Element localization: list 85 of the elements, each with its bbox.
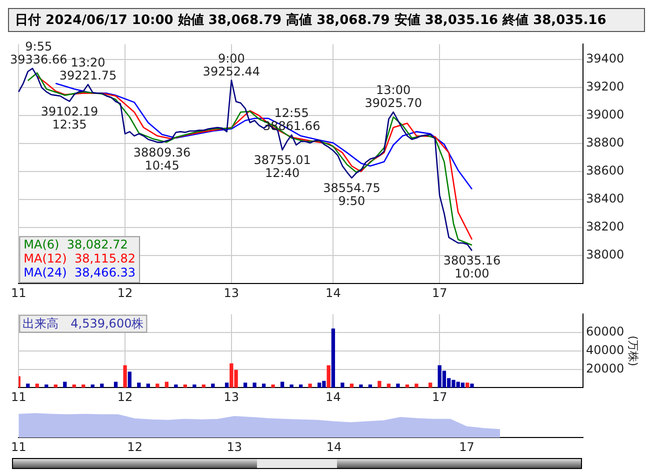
x-tick-label: 13	[226, 440, 242, 454]
x-tick-label: 14	[326, 440, 342, 454]
x-tick-label: 11	[10, 440, 26, 454]
x-tick-label: 12	[117, 390, 133, 404]
x-tick-label: 12	[127, 440, 142, 454]
x-tick-label: 17	[432, 286, 448, 300]
bar	[114, 382, 118, 388]
bar	[63, 382, 67, 388]
bar	[35, 384, 39, 388]
y-tick-label: 39400	[586, 52, 624, 66]
annotation: 9:55 39336.66	[10, 39, 68, 66]
text: MA(12) 38,115.82	[24, 252, 136, 266]
bar	[368, 384, 372, 388]
bar	[183, 384, 187, 388]
bar	[156, 384, 160, 388]
bar	[378, 380, 382, 388]
annotation: 13:00 39025.70	[364, 83, 422, 110]
bar	[128, 372, 132, 388]
y-tick-label: 60000	[586, 324, 624, 339]
y-tick-label: 39200	[586, 80, 624, 94]
bar	[137, 382, 141, 388]
annotation: 38035.16 10:00	[443, 254, 501, 281]
bar	[100, 384, 104, 388]
bar	[460, 382, 465, 388]
bar	[72, 384, 76, 388]
bar	[123, 365, 127, 388]
x-tick-label: 12	[117, 286, 133, 300]
bar	[146, 384, 150, 388]
bar	[202, 384, 206, 388]
bar	[350, 384, 354, 388]
y-tick-label: 39000	[586, 108, 624, 122]
bar	[280, 382, 284, 388]
bar	[54, 384, 58, 388]
bar	[211, 384, 215, 388]
bar	[44, 384, 48, 388]
bar	[396, 384, 400, 388]
bar	[290, 384, 294, 388]
bar	[224, 382, 229, 388]
bar	[26, 384, 30, 388]
x-tick-label: 11	[10, 286, 26, 300]
y-tick-label: 38000	[586, 248, 624, 262]
annotation: 9:00 39252.44	[202, 51, 260, 78]
bar	[82, 384, 86, 388]
bar	[90, 384, 94, 388]
bar	[331, 328, 336, 388]
y-axis-title: (万株)	[626, 336, 640, 366]
bar	[414, 384, 418, 388]
annotation: 出来高 4,539,600株	[22, 316, 144, 330]
x-tick-label: 17	[432, 390, 448, 404]
x-tick-label: 13	[224, 286, 240, 300]
bar	[252, 382, 256, 388]
y-tick-label: 38800	[586, 136, 624, 150]
chart-title: 日付 2024/06/17 10:00 始値 38,068.79 高値 38,068.79 安値 38,035.16 終値 38,035.16	[8, 8, 645, 32]
bar	[243, 382, 248, 388]
annotation: 39102.19 12:35	[40, 104, 98, 132]
bar	[405, 384, 410, 388]
bar	[340, 382, 344, 388]
bar	[164, 382, 168, 388]
y-tick-label: 38600	[586, 164, 624, 178]
y-tick-label: 38400	[586, 192, 624, 206]
bar	[174, 384, 178, 388]
text: MA(6) 38,082.72	[24, 238, 128, 252]
bar	[192, 384, 196, 388]
bar	[262, 384, 266, 388]
annotation: 38755.01 12:40	[254, 152, 311, 180]
bar	[359, 384, 363, 388]
x-tick-label: 14	[326, 390, 341, 404]
x-tick-label: 11	[10, 390, 26, 404]
bar	[308, 384, 312, 388]
bar	[271, 384, 275, 388]
x-tick-label: 17	[459, 440, 474, 454]
bar	[428, 382, 432, 388]
annotation: 38809.36 10:45	[133, 145, 191, 172]
y-tick-label: 20000	[586, 361, 624, 376]
y-tick-label: 38200	[586, 220, 624, 234]
bar	[470, 384, 474, 388]
x-tick-label: 14	[326, 286, 341, 300]
annotation: 38554.75 9:50	[323, 180, 380, 208]
y-tick-label: 40000	[586, 343, 624, 358]
bar	[386, 384, 391, 388]
bar	[326, 365, 330, 388]
bar	[298, 384, 303, 388]
x-tick-label: 13	[224, 390, 240, 404]
text: MA(24) 38,466.33	[24, 266, 136, 280]
bar	[466, 382, 470, 388]
